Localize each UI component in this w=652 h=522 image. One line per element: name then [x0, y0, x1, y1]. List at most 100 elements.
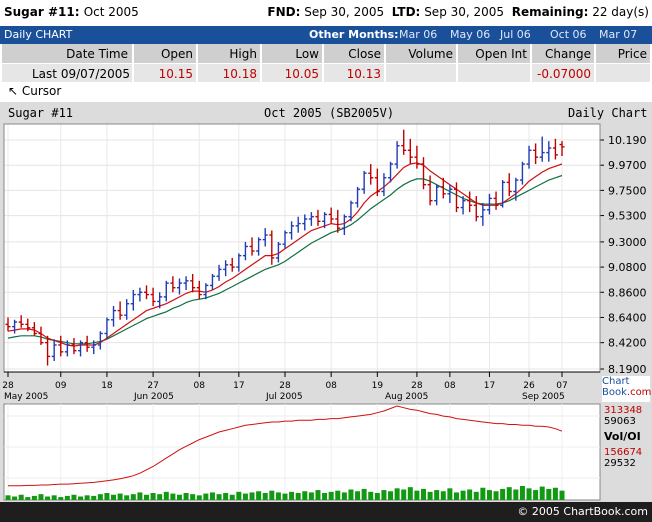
- ohlc-bar: [388, 161, 394, 183]
- volume-bar: [480, 487, 486, 500]
- x-day-label: 28: [2, 381, 14, 391]
- ohlc-bar: [78, 340, 84, 357]
- ohlc-bar: [493, 191, 499, 210]
- other-months-label: Other Months:: [309, 28, 399, 41]
- month-link-mar06[interactable]: Mar 06: [399, 28, 438, 41]
- month-link-jul06[interactable]: Jul 06: [500, 28, 531, 41]
- volume-bar: [45, 496, 51, 500]
- volume-bar: [275, 492, 281, 500]
- quote-table: Date Time Open High Low Close Volume Ope…: [0, 44, 652, 82]
- cursor-toggle[interactable]: ↖ Cursor: [8, 84, 61, 98]
- footer: © 2005 ChartBook.com: [0, 502, 652, 522]
- volume-bar: [467, 489, 473, 500]
- ohlc-bar: [229, 257, 235, 272]
- ohlc-bar: [12, 319, 18, 334]
- ohlc-bar: [315, 209, 321, 226]
- x-month-label: May 2005: [4, 392, 48, 402]
- ohlc-bar: [440, 177, 446, 199]
- volume-bar: [341, 492, 347, 500]
- volume-bar: [163, 491, 169, 500]
- volume-bar: [434, 490, 440, 500]
- ohlc-bar: [176, 278, 182, 295]
- x-day-label: 19: [372, 381, 384, 391]
- y-tick-label: 9.7500: [608, 184, 647, 197]
- volume-bar: [453, 492, 459, 500]
- ohlc-bar: [341, 214, 347, 236]
- quote-header-low: Low: [262, 44, 322, 63]
- ohlc-bar: [295, 216, 301, 233]
- ohlc-bar: [223, 260, 229, 277]
- volume-bar: [256, 491, 262, 500]
- ohlc-bar: [467, 191, 473, 213]
- volume-bar: [117, 493, 123, 500]
- volume-bar: [183, 493, 189, 500]
- volume-bar: [322, 493, 328, 500]
- ohlc-bar: [302, 214, 308, 231]
- x-day-label: 28: [411, 381, 423, 391]
- ohlc-bar: [18, 315, 24, 328]
- quote-header-close: Close: [324, 44, 384, 63]
- volume-bar: [18, 494, 24, 500]
- ohlc-bar: [434, 184, 440, 206]
- volume-bar: [31, 495, 37, 500]
- x-month-label: Jun 2005: [133, 392, 174, 402]
- ohlc-bar: [91, 340, 97, 355]
- volume-bar: [71, 494, 77, 500]
- volume-bar: [513, 489, 519, 500]
- volume-bar: [5, 495, 11, 500]
- ohlc-bar: [519, 161, 525, 185]
- y-tick-label: 10.190: [608, 134, 647, 147]
- volume-bar: [262, 493, 268, 500]
- volume-bar: [190, 494, 196, 500]
- chartbook-logo: Chart Book.com: [602, 376, 651, 402]
- quote-header-volume: Volume: [386, 44, 456, 63]
- volume-bar: [460, 490, 466, 500]
- ohlc-bar: [236, 253, 242, 272]
- ohlc-bar: [275, 241, 281, 263]
- volume-bar: [335, 490, 341, 500]
- ohlc-bar: [58, 335, 64, 357]
- volume-panel: [3, 403, 601, 501]
- ltd-date: Sep 30, 2005: [424, 5, 505, 19]
- month-link-may06[interactable]: May 06: [450, 28, 491, 41]
- volume-bar: [51, 495, 57, 500]
- ohlc-bar: [262, 228, 268, 247]
- quote-low: 10.05: [284, 67, 319, 81]
- x-day-label: 09: [55, 381, 67, 391]
- volume-bar: [427, 491, 433, 500]
- y-tick-label: 8.4200: [608, 337, 647, 350]
- volume-bar: [242, 493, 248, 500]
- quote-last-row: Last 09/07/2005: [2, 64, 132, 82]
- volume-bar: [361, 488, 367, 500]
- volume-bar: [559, 490, 565, 500]
- volume-bar: [269, 490, 275, 500]
- row-label: Last: [32, 67, 57, 81]
- volume-bar: [196, 495, 202, 500]
- ohlc-bar: [453, 182, 459, 213]
- volume-bar: [25, 497, 31, 500]
- month-link-oct06[interactable]: Oct 06: [550, 28, 587, 41]
- volume-bar: [519, 486, 525, 500]
- ohlc-bar: [117, 301, 123, 320]
- volume-bar: [407, 487, 413, 500]
- volume-bar: [157, 494, 163, 500]
- ohlc-bar: [401, 129, 407, 155]
- ohlc-bar: [480, 202, 486, 226]
- volume-bar: [533, 490, 539, 500]
- volume-bar: [295, 493, 301, 500]
- oi-max-label: 313348: [604, 405, 643, 416]
- x-day-label: 08: [325, 381, 337, 391]
- ohlc-bar: [104, 317, 110, 339]
- ohlc-bar: [150, 287, 156, 307]
- ohlc-bar: [289, 221, 295, 240]
- ohlc-bar: [242, 241, 248, 261]
- volume-bar: [78, 496, 84, 500]
- quote-header-price: Price: [596, 44, 650, 63]
- volume-bar: [539, 486, 545, 500]
- contract-title: Sugar #11: Oct 2005: [4, 5, 139, 19]
- volume-bar: [368, 491, 374, 500]
- ohlc-bar: [335, 209, 341, 233]
- month-link-mar07[interactable]: Mar 07: [599, 28, 638, 41]
- ohlc-bar: [539, 136, 545, 162]
